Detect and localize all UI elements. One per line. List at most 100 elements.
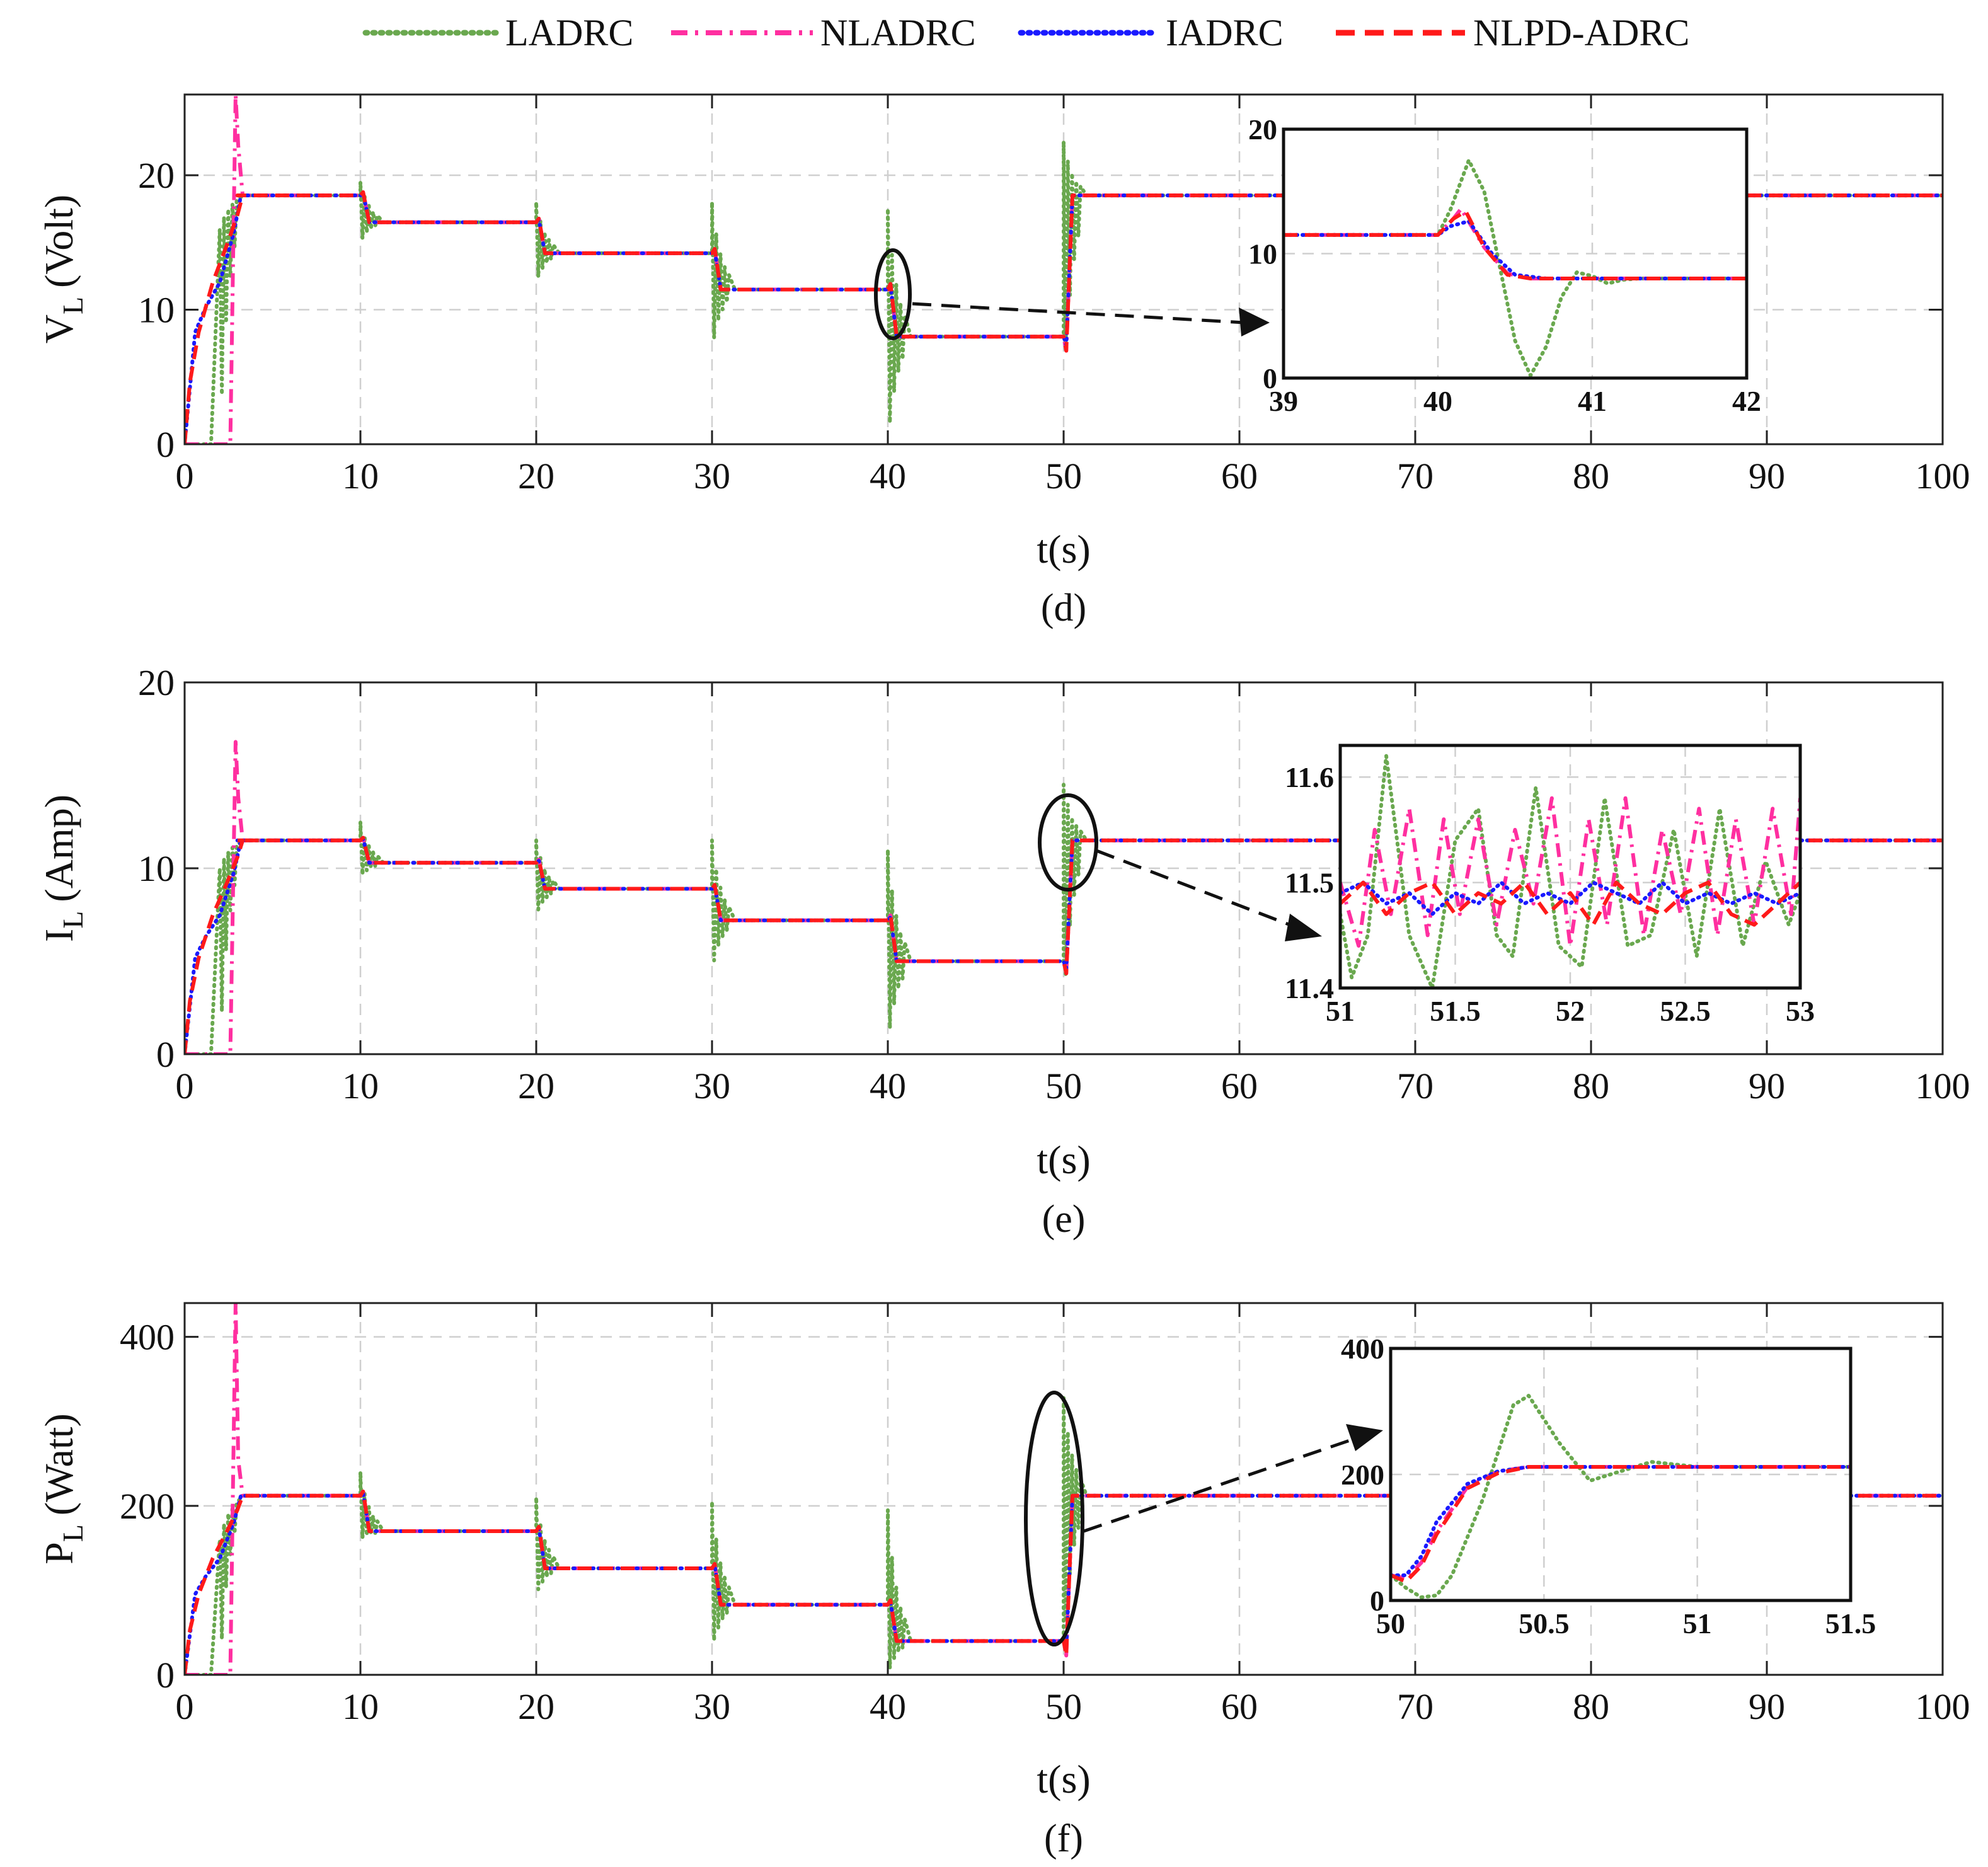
inset-series-nlpd-adrc [1340, 880, 1800, 927]
y-tick-label: 10 [138, 290, 175, 331]
inset-y-tick-label: 11.4 [1285, 972, 1334, 1004]
tick-marks [183, 1303, 1944, 1676]
y-axis-label-subscript: L [57, 1524, 89, 1542]
zoom-ellipse [1024, 1391, 1084, 1646]
x-tick-label: 50 [1045, 1686, 1082, 1727]
tick-marks [183, 681, 1944, 1055]
y-tick-labels: 0 10 20 [138, 155, 175, 465]
x-tick-label: 10 [342, 1066, 379, 1106]
inset-y-tick-labels: 0 10 20 [1248, 113, 1277, 394]
inset-plot: 50 50.5 51 51.5 0 200 400 [1341, 1333, 1876, 1640]
series-nlpd-adrc [185, 836, 1943, 1054]
zoom-annotation [1038, 793, 1322, 941]
y-axis-label: VL (Volt) [37, 195, 89, 343]
legend: LADRC NLADRC IADRC NLPD-ADRC [362, 12, 1689, 54]
inset-y-tick-label: 400 [1341, 1333, 1384, 1365]
zoom-arrowhead [1239, 307, 1270, 336]
y-axis-label-unit: (Watt) [37, 1413, 81, 1515]
panel-e-current: 0 10 20 30 40 50 60 70 80 90 100 0 10 20 IL (Amp) t(s… [37, 662, 1970, 1241]
x-tick-label: 90 [1749, 1066, 1785, 1106]
inset-x-tick-label: 51 [1326, 995, 1355, 1027]
inset-series-iadrc [1340, 880, 1800, 916]
panel-label: (d) [1041, 587, 1086, 629]
x-axis-label: t(s) [1037, 1137, 1090, 1182]
x-tick-label: 70 [1397, 456, 1434, 497]
inset-x-tick-label: 51 [1683, 1607, 1712, 1640]
y-tick-label: 20 [138, 155, 175, 196]
y-tick-label: 0 [156, 1655, 175, 1696]
inset-series-lines [1340, 754, 1800, 988]
inset-y-tick-label: 0 [1263, 362, 1277, 394]
inset-plot: 51 51.5 52 52.5 53 11.4 11.5 11.6 [1285, 744, 1815, 1027]
inset-series-ladrc [1284, 158, 1747, 377]
x-tick-label: 20 [518, 1066, 554, 1106]
inset-x-tick-label: 39 [1269, 385, 1298, 417]
zoom-annotation [1024, 1391, 1383, 1646]
x-tick-label: 10 [342, 456, 379, 497]
x-tick-label: 10 [342, 1686, 379, 1727]
panel-label: (f) [1044, 1817, 1083, 1860]
main-plot: 0 10 20 30 40 50 60 70 80 90 100 0 10 20 [138, 662, 1970, 1106]
inset-x-tick-label: 40 [1423, 385, 1452, 417]
inset-x-tick-label: 42 [1732, 385, 1761, 417]
y-axis-label: PL (Watt) [37, 1413, 89, 1565]
series-nladrc [185, 740, 1943, 1054]
x-tick-label: 0 [176, 456, 194, 497]
y-tick-label: 400 [120, 1317, 175, 1358]
zoom-arrow [1096, 849, 1297, 929]
zoom-arrow [912, 302, 1245, 325]
inset-series-lines [1284, 158, 1747, 377]
inset-x-tick-labels: 51 51.5 52 52.5 53 [1326, 995, 1815, 1027]
x-tick-label: 40 [870, 1066, 906, 1106]
series-nlpd-adrc [185, 190, 1943, 444]
zoom-ellipse [874, 248, 912, 340]
x-tick-label: 90 [1749, 456, 1785, 497]
zoom-arrow [1083, 1438, 1352, 1533]
y-axis-label-unit: (Amp) [37, 795, 81, 902]
y-axis-label: IL (Amp) [37, 795, 89, 942]
panel-label: (e) [1042, 1198, 1086, 1241]
legend-label-iadrc: IADRC [1166, 12, 1284, 54]
x-tick-label: 100 [1916, 1686, 1970, 1727]
x-axis-label: t(s) [1037, 527, 1090, 572]
inset-x-tick-labels: 50 50.5 51 51.5 [1376, 1607, 1876, 1640]
x-tick-label: 80 [1573, 456, 1609, 497]
x-tick-label: 60 [1221, 1686, 1258, 1727]
series-lines [185, 1303, 1943, 1675]
x-tick-label: 20 [518, 1686, 554, 1727]
x-tick-label: 30 [694, 456, 730, 497]
series-lines [185, 740, 1943, 1054]
x-tick-label: 20 [518, 456, 554, 497]
legend-label-nladrc: NLADRC [820, 12, 976, 54]
x-tick-label: 60 [1221, 1066, 1258, 1106]
inset-series-ladrc [1340, 754, 1800, 988]
zoom-arrowhead [1346, 1424, 1383, 1451]
inset-x-tick-label: 52 [1556, 995, 1585, 1027]
x-tick-label: 80 [1573, 1686, 1609, 1727]
y-tick-label: 200 [120, 1486, 175, 1527]
inset-grid [1391, 1348, 1851, 1600]
x-tick-label: 0 [176, 1066, 194, 1106]
x-tick-label: 70 [1397, 1066, 1434, 1106]
y-tick-labels: 0 200 400 [120, 1317, 175, 1696]
inset-grid [1340, 745, 1800, 988]
x-tick-label: 30 [694, 1066, 730, 1106]
inset-plot: 39 40 41 42 0 10 20 [1248, 113, 1761, 417]
inset-x-tick-label: 51.5 [1430, 995, 1481, 1027]
main-plot: 0 10 20 30 40 50 60 70 80 90 100 0 200 400 [120, 1302, 1970, 1727]
legend-label-nlpd-adrc: NLPD-ADRC [1473, 12, 1689, 54]
y-tick-label: 0 [156, 424, 175, 465]
x-tick-label: 90 [1749, 1686, 1785, 1727]
inset-y-tick-label: 0 [1370, 1585, 1384, 1617]
tick-marks [183, 95, 1944, 445]
inset-y-tick-labels: 0 200 400 [1341, 1333, 1384, 1617]
x-tick-label: 100 [1916, 1066, 1970, 1106]
x-tick-labels: 0 10 20 30 40 50 60 70 80 90 100 [176, 456, 1970, 497]
inset-series-ladrc [1391, 1394, 1851, 1599]
inset-grid [1284, 129, 1747, 378]
zoom-arrowhead [1285, 914, 1322, 941]
x-tick-labels: 0 10 20 30 40 50 60 70 80 90 100 [176, 1066, 1970, 1106]
inset-y-tick-labels: 11.4 11.5 11.6 [1285, 761, 1334, 1004]
y-axis-label-main: P [37, 1542, 81, 1565]
